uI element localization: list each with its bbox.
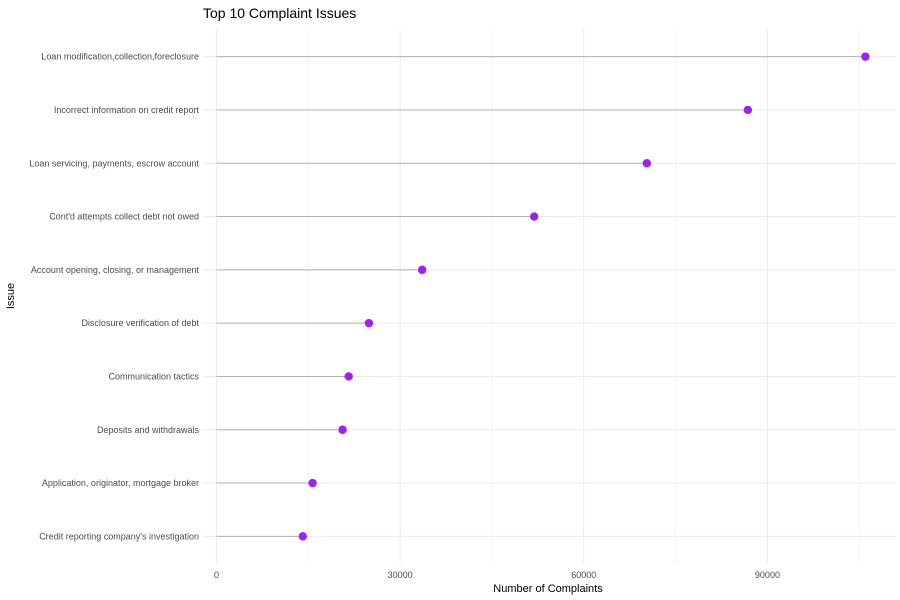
lollipop-point [861, 52, 870, 61]
y-axis-title: Issue [5, 283, 17, 309]
lollipop-point [344, 372, 353, 381]
lollipop-point [743, 105, 753, 115]
y-tick-label: Credit reporting company's investigation [39, 531, 199, 541]
lollipop-point [417, 265, 427, 275]
x-tick-label: 0 [214, 570, 219, 580]
y-tick-label: Incorrect information on credit report [54, 105, 200, 115]
lollipop-point [529, 212, 539, 221]
stems [216, 56, 866, 537]
y-tick-label: Deposits and withdrawals [97, 425, 200, 435]
x-axis-title: Number of Complaints [493, 583, 603, 595]
x-tick-labels: 0 30000 60000 90000 [214, 570, 780, 580]
x-tick-label: 30000 [388, 570, 413, 580]
x-tick-label: 90000 [755, 570, 780, 580]
lollipop-point [642, 159, 652, 168]
lollipop-point [298, 532, 307, 541]
y-tick-label: Loan servicing, payments, escrow account [29, 158, 199, 168]
y-tick-labels: Loan modification,collection,foreclosure… [29, 52, 199, 542]
y-tick-label: Account opening, closing, or management [31, 265, 200, 275]
points [298, 52, 870, 541]
y-tick-label: Communication tactics [108, 371, 199, 381]
y-tick-label: Disclosure verification of debt [81, 318, 199, 328]
lollipop-point [308, 478, 317, 488]
y-tick-label: Application, originator, mortgage broker [42, 478, 199, 488]
y-tick-label: Cont'd attempts collect debt not owed [49, 212, 199, 222]
lollipop-point [338, 425, 347, 434]
x-tick-label: 60000 [571, 570, 596, 580]
lollipop-point [364, 318, 374, 328]
chart-title: Top 10 Complaint Issues [203, 5, 356, 21]
y-tick-label: Loan modification,collection,foreclosure [41, 52, 199, 62]
